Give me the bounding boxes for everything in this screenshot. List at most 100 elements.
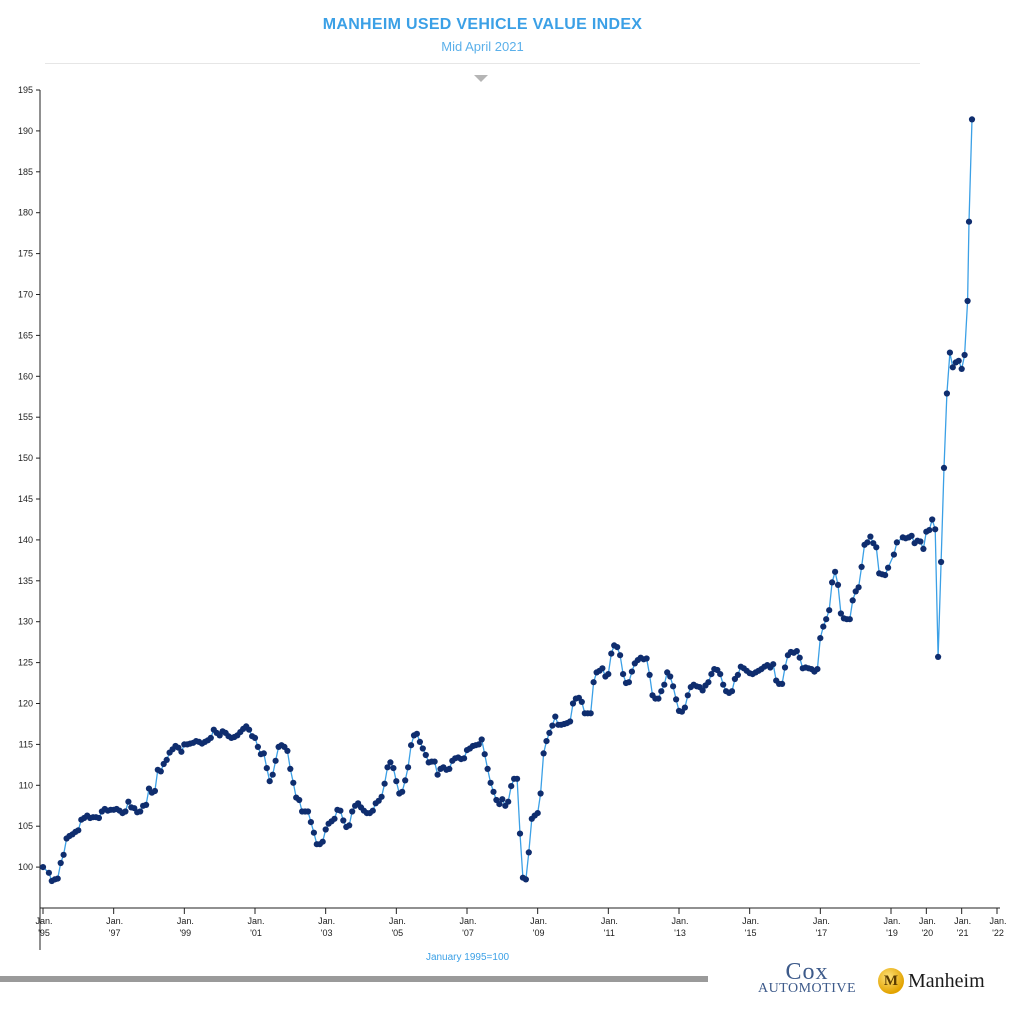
cox-logo-line1: Cox [785,959,829,985]
data-point [567,718,574,725]
y-tick-label: 155 [18,412,33,422]
data-point [885,564,892,571]
data-point [337,807,344,814]
y-tick-label: 170 [18,290,33,300]
data-point [419,745,426,752]
data-point [667,673,674,680]
manheim-badge-icon: M [878,968,904,994]
x-tick-label: '05 [391,928,403,938]
data-point [793,648,800,655]
y-tick-label: 140 [18,535,33,545]
data-point [304,808,312,815]
data-point [525,849,532,856]
data-point [684,692,691,699]
data-point [478,736,485,743]
data-point [461,755,468,762]
data-point [846,616,853,623]
data-point [508,783,515,790]
data-point [499,796,506,803]
data-point [310,829,317,836]
data-point [717,671,724,678]
data-point [770,661,777,668]
data-point [605,671,612,678]
x-tick-label: Jan. [177,916,194,926]
x-tick-label: '22 [992,928,1004,938]
data-point [39,864,47,871]
x-tick-label: '03 [321,928,333,938]
data-point [505,798,512,805]
x-tick-label: '99 [179,928,191,938]
data-point [670,683,677,690]
data-point [516,830,524,837]
data-point [834,581,842,589]
data-point [926,527,933,534]
x-tick-label: '17 [815,928,827,938]
data-point [890,551,898,558]
y-tick-label: 180 [18,208,33,218]
data-point [655,695,662,702]
y-tick-label: 165 [18,330,33,340]
data-point [481,751,488,758]
data-point [920,545,927,553]
manheim-logo: M Manheim [878,966,985,996]
y-tick-label: 175 [18,249,33,259]
data-point [307,819,314,826]
x-tick-label: Jan. [813,916,830,926]
data-point [151,787,158,795]
y-tick-label: 135 [18,576,33,586]
x-tick-label: Jan. [671,916,688,926]
data-point [908,532,915,539]
y-tick-label: 130 [18,617,33,627]
x-tick-label: Jan. [883,916,900,926]
data-point [346,822,353,829]
data-point [534,810,541,817]
chart-subtitle: Mid April 2021 [441,39,524,54]
data-point [322,826,329,833]
data-point [319,838,326,845]
x-tick-label: Jan. [389,916,406,926]
x-tick-label: '95 [38,928,50,938]
data-point [246,726,253,733]
x-tick-label: '09 [533,928,545,938]
data-point [434,771,441,778]
data-point [932,526,939,533]
data-point [893,539,901,546]
data-point [964,297,971,305]
x-tick-label: Jan. [318,916,335,926]
cox-logo-line2: AUTOMOTIVE [757,981,857,996]
data-point [829,579,836,586]
data-point [814,666,821,673]
data-point [349,808,356,815]
data-point [549,722,556,729]
data-point [569,700,577,707]
data-point [369,807,376,814]
data-point [54,875,61,882]
data-point [490,788,497,795]
y-tick-label: 110 [19,780,33,790]
data-point [625,679,633,686]
data-point [628,668,636,675]
data-point [431,758,438,765]
data-point [705,679,712,686]
y-tick-label: 120 [18,699,33,709]
data-point [734,671,742,679]
data-point [137,808,144,815]
y-tick-label: 190 [18,126,33,136]
data-point [935,653,942,661]
data-point [125,798,132,805]
x-tick-label: '01 [250,928,262,938]
data-point [587,710,594,717]
x-tick-label: '97 [109,928,121,938]
data-point [543,738,550,745]
title-divider [45,63,920,64]
x-tick-label: '13 [674,928,686,938]
data-point [266,778,273,785]
data-point [122,808,129,815]
data-point [263,765,270,772]
data-point [940,464,948,471]
x-tick-label: Jan. [989,916,1006,926]
data-point [965,218,973,225]
data-point [832,568,839,575]
data-point [590,679,597,686]
y-tick-label: 125 [18,658,33,668]
